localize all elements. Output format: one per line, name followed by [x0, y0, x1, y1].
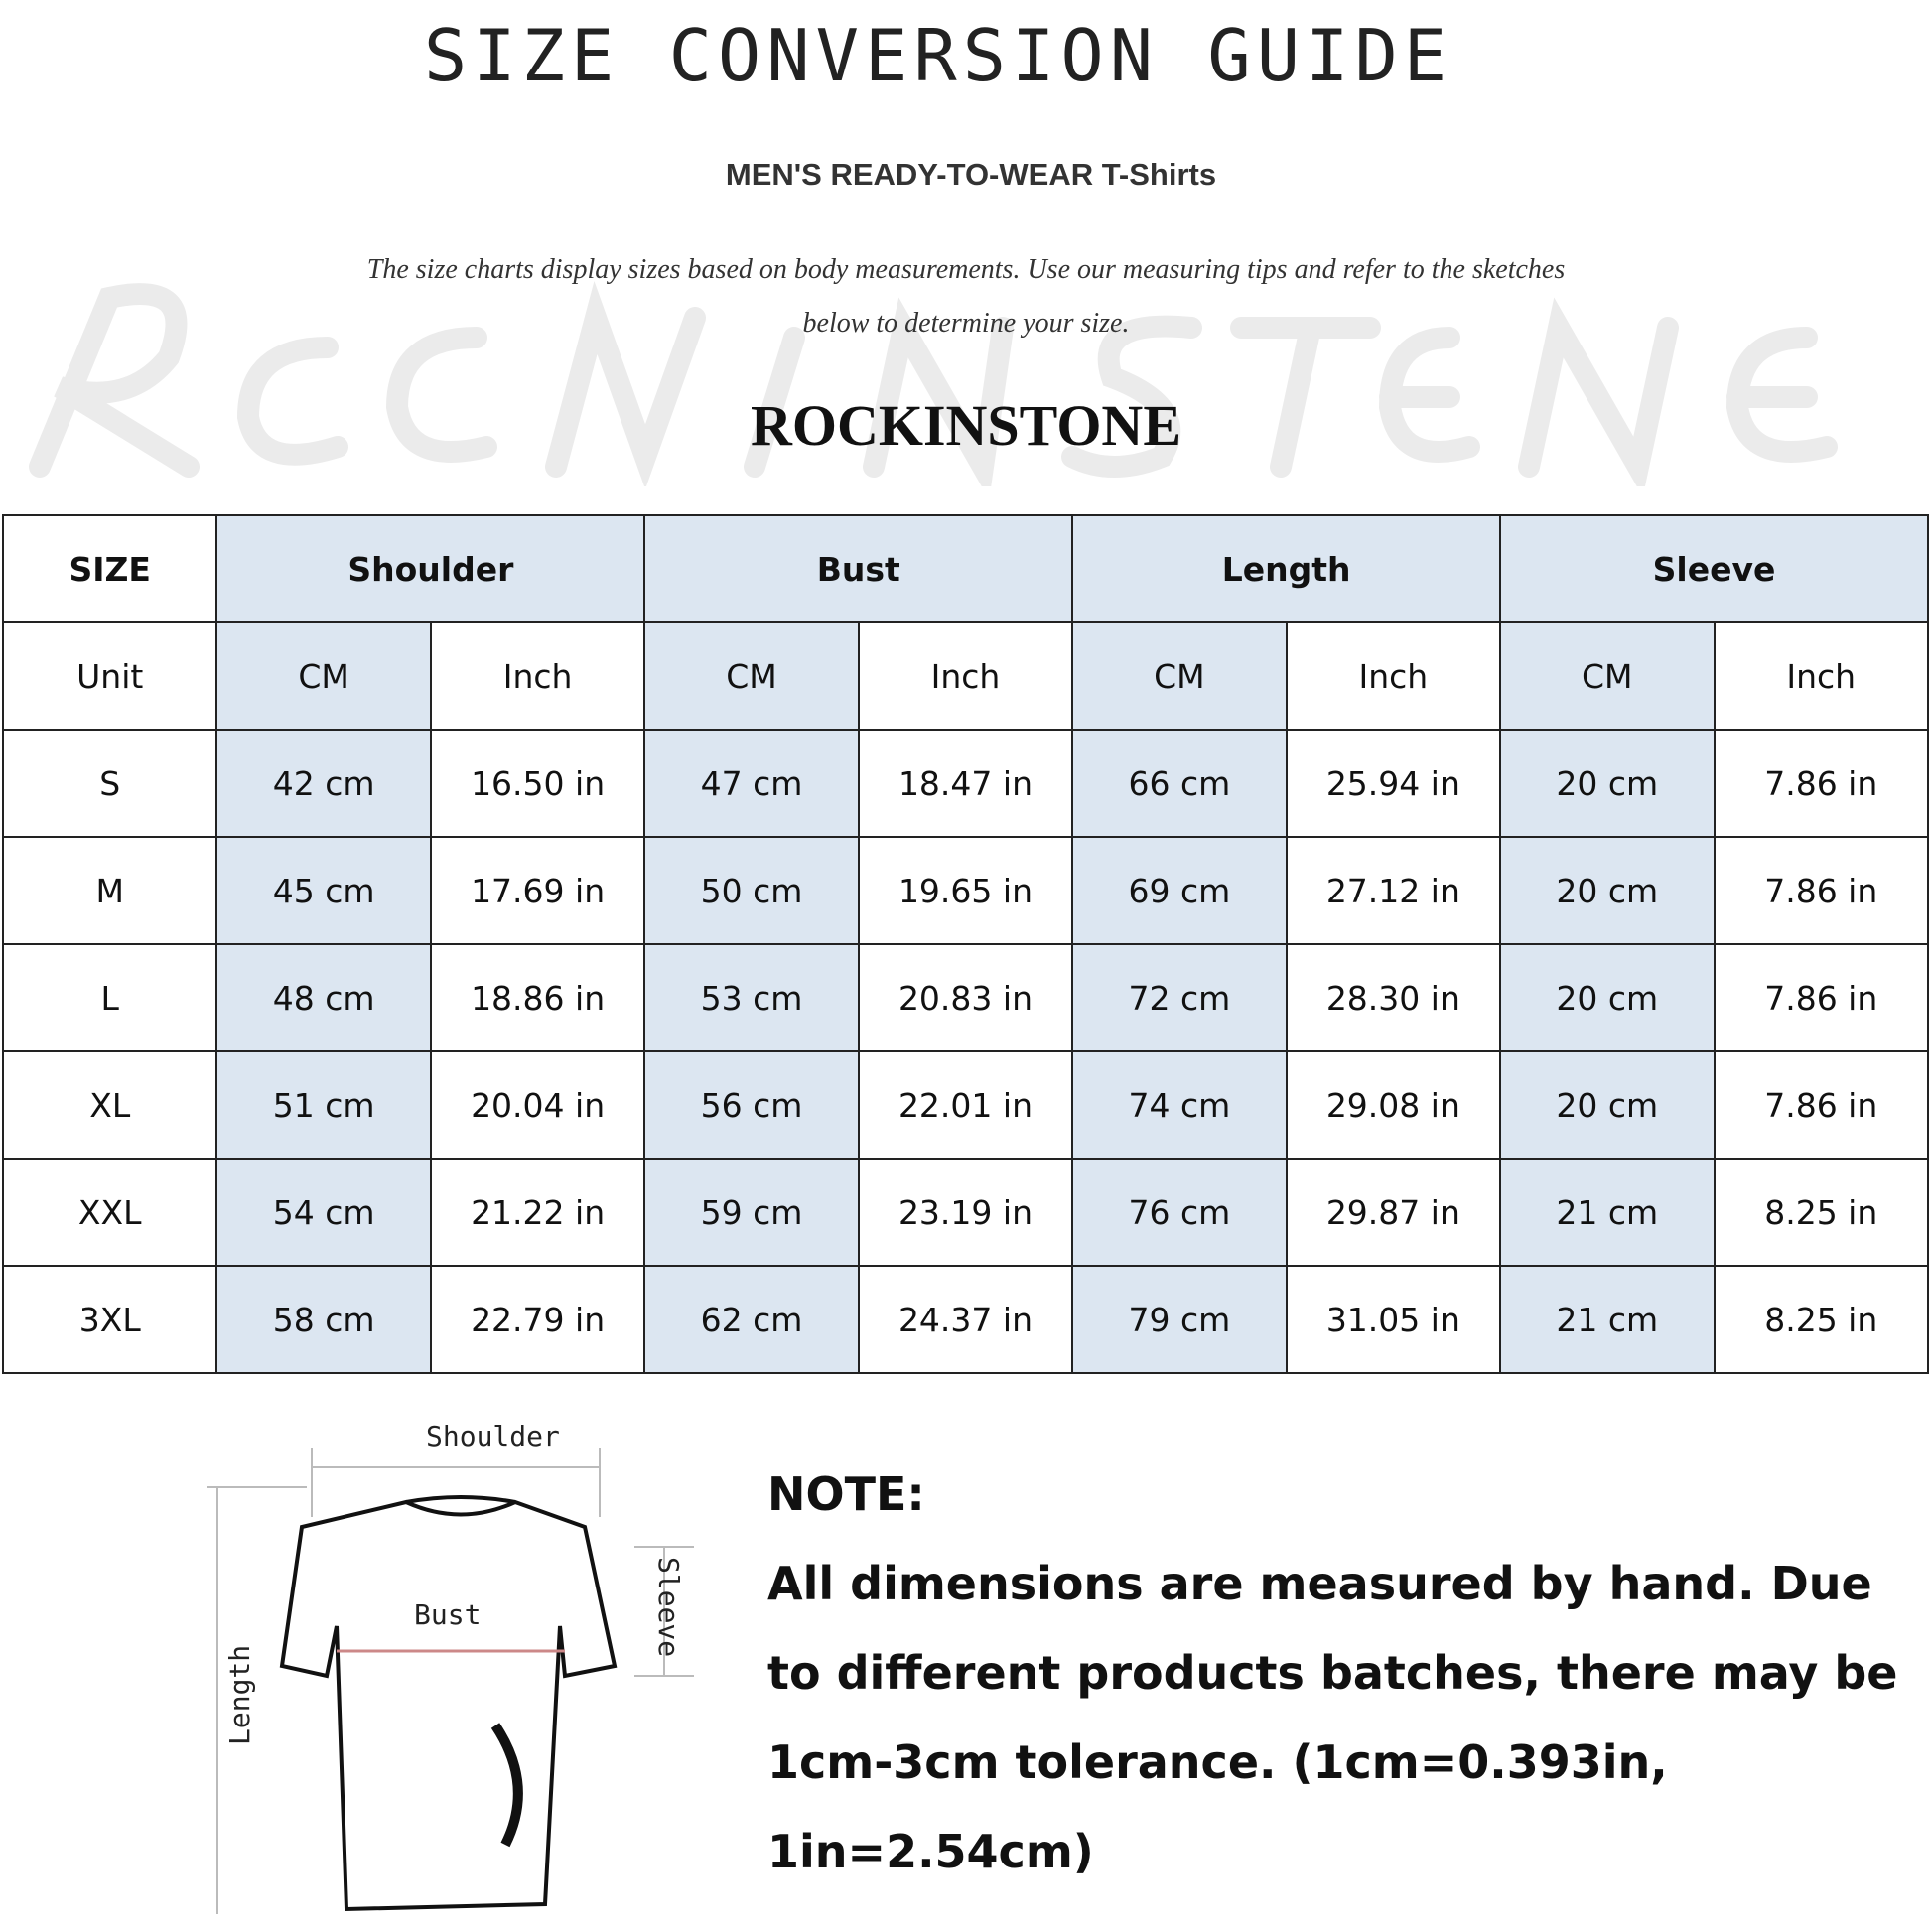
unit-cell: CM: [1499, 621, 1716, 731]
value-cell: 62 cm: [643, 1265, 860, 1374]
unit-cell: Inch: [1285, 621, 1502, 731]
size-cell: M: [1, 836, 218, 945]
value-cell: 74 cm: [1071, 1050, 1288, 1160]
value-cell: 69 cm: [1071, 836, 1288, 945]
value-cell: 22.79 in: [429, 1265, 646, 1374]
size-cell: S: [1, 729, 218, 838]
unit-cell: Inch: [1713, 621, 1929, 731]
value-cell: 59 cm: [643, 1158, 860, 1267]
value-cell: 79 cm: [1071, 1265, 1288, 1374]
value-cell: 51 cm: [215, 1050, 432, 1160]
note-section: NOTE: All dimensions are measured by han…: [767, 1449, 1909, 1896]
brand-name: ROCKINSTONE: [750, 393, 1182, 458]
value-cell: 20.04 in: [429, 1050, 646, 1160]
value-cell: 20 cm: [1499, 836, 1716, 945]
value-cell: 21 cm: [1499, 1158, 1716, 1267]
unit-row: Unit CM Inch CM Inch CM Inch CM Inch: [1, 621, 1929, 731]
size-cell: XL: [1, 1050, 218, 1160]
value-cell: 18.47 in: [857, 729, 1074, 838]
value-cell: 7.86 in: [1713, 729, 1929, 838]
watermark-brush-strokes: [29, 281, 1838, 486]
watermark-logo: [29, 281, 1838, 486]
value-cell: 8.25 in: [1713, 1265, 1929, 1374]
shoulder-label: Shoulder: [426, 1420, 560, 1452]
size-cell: L: [1, 943, 218, 1052]
table-row: L 48 cm 18.86 in 53 cm 20.83 in 72 cm 28.30 in…: [1, 943, 1929, 1052]
bust-label: Bust: [414, 1598, 481, 1631]
value-cell: 20 cm: [1499, 729, 1716, 838]
value-cell: 45 cm: [215, 836, 432, 945]
table-row: S 42 cm 16.50 in 47 cm 18.47 in 66 cm 25.94 in…: [1, 729, 1929, 838]
value-cell: 22.01 in: [857, 1050, 1074, 1160]
table-row: M 45 cm 17.69 in 50 cm 19.65 in 69 cm 27.12 in…: [1, 836, 1929, 945]
value-cell: 29.87 in: [1285, 1158, 1502, 1267]
header-cell: Shoulder: [215, 514, 646, 623]
unit-cell: Inch: [429, 621, 646, 731]
value-cell: 66 cm: [1071, 729, 1288, 838]
value-cell: 7.86 in: [1713, 836, 1929, 945]
unit-cell: CM: [1071, 621, 1288, 731]
subtitle: MEN'S READY-TO-WEAR T-Shirts: [725, 157, 1217, 192]
unit-cell: Inch: [857, 621, 1074, 731]
value-cell: 28.30 in: [1285, 943, 1502, 1052]
value-cell: 21 cm: [1499, 1265, 1716, 1374]
value-cell: 25.94 in: [1285, 729, 1502, 838]
note-heading: NOTE:: [767, 1467, 925, 1521]
value-cell: 31.05 in: [1285, 1265, 1502, 1374]
value-cell: 24.37 in: [857, 1265, 1074, 1374]
size-cell: 3XL: [1, 1265, 218, 1374]
value-cell: 17.69 in: [429, 836, 646, 945]
header-cell: Sleeve: [1499, 514, 1929, 623]
value-cell: 48 cm: [215, 943, 432, 1052]
value-cell: 21.22 in: [429, 1158, 646, 1267]
value-cell: 20 cm: [1499, 943, 1716, 1052]
value-cell: 50 cm: [643, 836, 860, 945]
value-cell: 56 cm: [643, 1050, 860, 1160]
table-row: 3XL 58 cm 22.79 in 62 cm 24.37 in 79 cm 31.05 …: [1, 1265, 1929, 1374]
value-cell: 18.86 in: [429, 943, 646, 1052]
unit-cell: CM: [215, 621, 432, 731]
value-cell: 42 cm: [215, 729, 432, 838]
tshirt-measurement-diagram: Shoulder Bust Length Sleeve: [207, 1420, 694, 1914]
size-cell: XXL: [1, 1158, 218, 1267]
value-cell: 7.86 in: [1713, 943, 1929, 1052]
intro-line-2: below to determine your size.: [802, 308, 1130, 339]
size-table: SIZE Shoulder Bust Length Sleeve Unit CM Inch CM…: [1, 514, 1929, 1374]
value-cell: 47 cm: [643, 729, 860, 838]
value-cell: 27.12 in: [1285, 836, 1502, 945]
value-cell: 16.50 in: [429, 729, 646, 838]
header-cell: Bust: [643, 514, 1074, 623]
sleeve-label: Sleeve: [652, 1557, 685, 1657]
length-label: Length: [223, 1645, 256, 1745]
table-row: XXL 54 cm 21.22 in 59 cm 23.19 in 76 cm 29.87 …: [1, 1158, 1929, 1267]
unit-cell: Unit: [1, 621, 218, 731]
value-cell: 23.19 in: [857, 1158, 1074, 1267]
unit-cell: CM: [643, 621, 860, 731]
value-cell: 53 cm: [643, 943, 860, 1052]
value-cell: 8.25 in: [1713, 1158, 1929, 1267]
value-cell: 20.83 in: [857, 943, 1074, 1052]
tshirt-icon: [279, 1495, 618, 1912]
note-body: All dimensions are measured by hand. Due…: [767, 1557, 1898, 1878]
value-cell: 58 cm: [215, 1265, 432, 1374]
value-cell: 72 cm: [1071, 943, 1288, 1052]
table-row: XL 51 cm 20.04 in 56 cm 22.01 in 74 cm 29.08 i…: [1, 1050, 1929, 1160]
page-title: SIZE CONVERSION GUIDE: [423, 14, 1453, 97]
header-cell: SIZE: [1, 514, 218, 623]
value-cell: 76 cm: [1071, 1158, 1288, 1267]
value-cell: 19.65 in: [857, 836, 1074, 945]
header-cell: Length: [1071, 514, 1502, 623]
value-cell: 7.86 in: [1713, 1050, 1929, 1160]
value-cell: 20 cm: [1499, 1050, 1716, 1160]
value-cell: 29.08 in: [1285, 1050, 1502, 1160]
intro-line-1: The size charts display sizes based on b…: [366, 254, 1566, 285]
header-row: SIZE Shoulder Bust Length Sleeve: [1, 514, 1929, 623]
measure-guides: [207, 1448, 694, 1914]
value-cell: 54 cm: [215, 1158, 432, 1267]
